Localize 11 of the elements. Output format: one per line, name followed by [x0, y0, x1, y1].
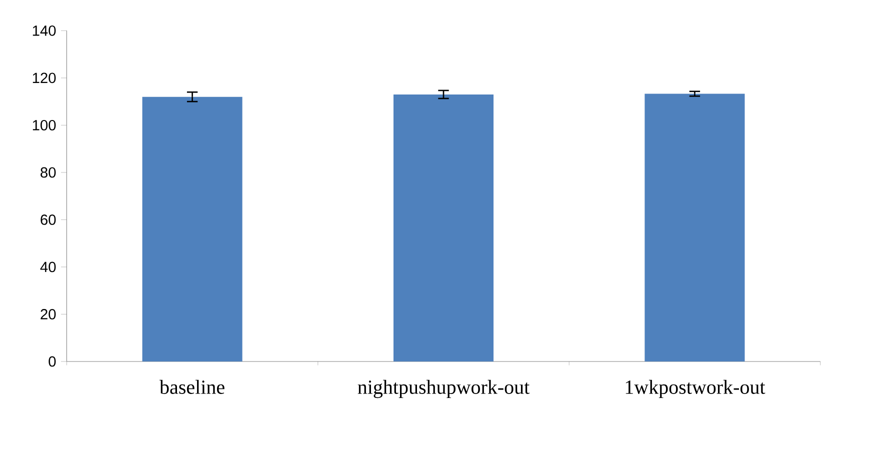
x-tick-label: nightpushupwork-out	[358, 380, 530, 398]
y-tick-label: 20	[40, 308, 56, 320]
y-tick-label: 80	[40, 167, 56, 178]
y-tick-label: 40	[40, 262, 56, 272]
y-tick-label: 100	[32, 120, 56, 130]
x-tick-label: baseline	[160, 380, 224, 394]
y-tick-label: 60	[40, 214, 56, 225]
y-tick-label: 0	[48, 356, 56, 367]
y-tick-label: 120	[32, 72, 56, 84]
x-tick-label: 1wkpostwork-out	[626, 380, 766, 398]
y-tick-label: 140	[32, 25, 56, 36]
